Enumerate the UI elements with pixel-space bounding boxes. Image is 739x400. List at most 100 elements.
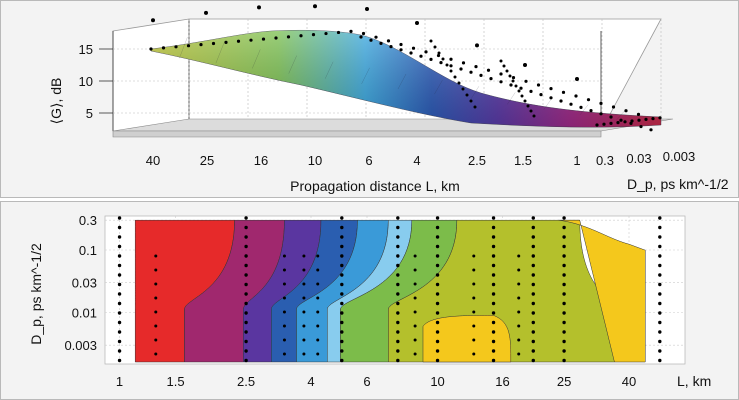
- data-point: [569, 102, 573, 106]
- data-point: [499, 59, 503, 63]
- data-point: [562, 282, 566, 287]
- mesh-line: [288, 55, 297, 74]
- x-tick-label: 16: [254, 153, 268, 168]
- mesh-line: [616, 110, 625, 120]
- data-point: [340, 292, 344, 296]
- data-point: [117, 244, 122, 249]
- data-point: [529, 109, 533, 113]
- data-point: [499, 72, 503, 76]
- data-point: [244, 282, 248, 287]
- data-point: [282, 254, 286, 258]
- data-point: [211, 41, 216, 46]
- z-tick-label: 5: [86, 106, 93, 121]
- data-point: [419, 54, 423, 58]
- data-point: [186, 44, 191, 48]
- data-point: [302, 296, 306, 300]
- z-axis-label: ⟨G⟩, dB: [48, 78, 64, 125]
- data-point: [517, 324, 521, 328]
- data-point: [340, 320, 344, 325]
- data-point: [636, 112, 641, 116]
- data-point: [302, 282, 306, 286]
- data-point: [435, 235, 440, 239]
- data-point: [396, 235, 400, 239]
- data-point: [396, 292, 400, 296]
- data-point: [396, 339, 400, 344]
- data-point: [549, 96, 553, 100]
- data-point: [517, 352, 521, 356]
- data-point: [449, 64, 453, 68]
- data-point: [502, 64, 506, 68]
- x-tick-label: 10: [430, 374, 444, 389]
- data-point: [529, 89, 533, 93]
- data-point: [549, 87, 553, 91]
- data-point: [658, 349, 662, 353]
- data-point: [472, 296, 476, 300]
- y-tick-label: 0.3: [79, 213, 97, 228]
- data-point: [396, 349, 400, 353]
- data-point: [396, 358, 400, 363]
- data-point: [154, 282, 158, 286]
- mesh-line: [179, 37, 188, 59]
- contour-plot-panel: 1 1.5 2.5 4 6 10 16 25 40 0.3 0.1 0.03 0.01 0.003 L,…: [0, 201, 739, 400]
- data-point: [436, 53, 441, 58]
- data-point: [435, 349, 440, 353]
- y-axis-label: D_p, ps km^-1/2: [627, 176, 729, 192]
- data-point: [435, 301, 440, 306]
- data-point: [435, 358, 440, 363]
- mesh-line: [215, 43, 225, 64]
- data-point: [244, 235, 248, 239]
- data-point: [579, 105, 583, 109]
- data-point: [499, 80, 503, 84]
- data-point: [282, 282, 286, 286]
- data-point: [282, 338, 286, 342]
- data-point: [340, 311, 344, 315]
- data-point: [154, 352, 158, 356]
- data-point: [459, 67, 463, 71]
- data-point: [429, 57, 433, 62]
- data-point: [117, 320, 122, 325]
- data-point: [117, 216, 122, 220]
- data-point: [374, 35, 378, 39]
- data-point: [386, 39, 391, 43]
- data-point: [562, 225, 566, 230]
- data-point: [396, 254, 400, 258]
- contour-bands: [134, 219, 646, 363]
- x-axis: 40 25 16 10 6 4 2.5 1.5 1: [146, 153, 581, 168]
- data-point: [491, 311, 496, 315]
- data-point: [651, 117, 655, 121]
- data-point: [511, 79, 515, 83]
- x-axis-label: L, km: [677, 373, 711, 389]
- data-point: [204, 10, 208, 15]
- data-point: [282, 296, 286, 300]
- data-point: [649, 128, 653, 132]
- surface-mesh: [179, 37, 625, 120]
- data-point: [461, 61, 466, 65]
- x-tick-label: 10: [308, 153, 322, 168]
- data-point: [244, 301, 248, 306]
- data-point: [562, 301, 566, 306]
- data-point: [479, 73, 483, 77]
- data-point: [599, 112, 603, 116]
- data-point: [526, 104, 530, 108]
- data-point: [532, 114, 536, 118]
- data-point: [531, 320, 535, 325]
- data-point: [531, 235, 535, 239]
- data-point: [517, 296, 521, 300]
- mesh-line: [324, 61, 334, 79]
- data-point: [340, 263, 344, 268]
- data-point: [316, 282, 320, 286]
- data-point: [531, 330, 535, 334]
- contour-peak-region: [422, 315, 512, 363]
- data-point: [517, 282, 521, 286]
- data-point: [117, 263, 122, 268]
- data-point: [624, 109, 628, 113]
- data-point: [562, 235, 566, 239]
- x-tick-label: 40: [622, 374, 636, 389]
- data-point: [644, 117, 648, 121]
- data-point: [365, 7, 369, 11]
- data-point: [449, 57, 453, 61]
- data-point: [472, 282, 476, 286]
- data-point: [639, 125, 643, 129]
- data-point: [562, 320, 566, 325]
- surface-plot: 15 10 5 ⟨G⟩, dB 40 25 16 10 6 4 2.5 1.5 1 Propagat…: [48, 4, 729, 194]
